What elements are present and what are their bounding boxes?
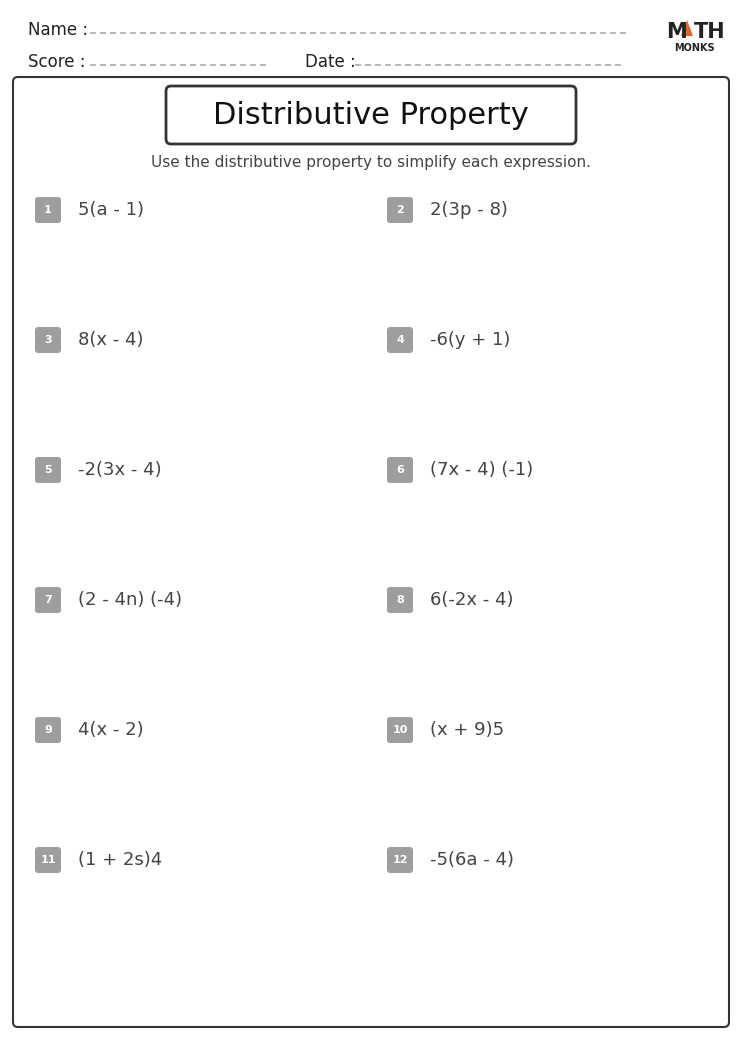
Text: 2(3p - 8): 2(3p - 8) [430,201,508,219]
Text: 5(a - 1): 5(a - 1) [78,201,144,219]
Text: 8: 8 [396,595,404,605]
FancyBboxPatch shape [387,197,413,223]
FancyBboxPatch shape [387,327,413,353]
Text: Name :: Name : [28,21,88,39]
FancyBboxPatch shape [35,197,61,223]
Text: (2 - 4n) (-4): (2 - 4n) (-4) [78,591,182,609]
Text: (7x - 4) (-1): (7x - 4) (-1) [430,461,533,479]
FancyBboxPatch shape [13,77,729,1027]
FancyBboxPatch shape [35,717,61,743]
FancyBboxPatch shape [166,86,576,144]
Text: Use the distributive property to simplify each expression.: Use the distributive property to simplif… [151,154,591,169]
FancyBboxPatch shape [35,847,61,873]
FancyBboxPatch shape [387,717,413,743]
Text: 3: 3 [45,335,52,345]
Text: 7: 7 [44,595,52,605]
Text: Score :: Score : [28,52,85,71]
Text: 12: 12 [393,855,408,865]
Text: -6(y + 1): -6(y + 1) [430,331,510,349]
Text: MONKS: MONKS [674,43,715,53]
Text: 4: 4 [396,335,404,345]
Text: 1: 1 [44,205,52,215]
Polygon shape [681,20,693,36]
Text: 6: 6 [396,465,404,475]
FancyBboxPatch shape [35,327,61,353]
Text: 2: 2 [396,205,404,215]
Text: 10: 10 [393,724,407,735]
Text: (1 + 2s)4: (1 + 2s)4 [78,850,162,869]
Text: 11: 11 [40,855,56,865]
Text: 9: 9 [44,724,52,735]
Text: M: M [666,22,687,42]
Text: 8(x - 4): 8(x - 4) [78,331,143,349]
FancyBboxPatch shape [387,587,413,613]
Text: (x + 9)5: (x + 9)5 [430,721,504,739]
Text: Date :: Date : [305,52,355,71]
FancyBboxPatch shape [35,457,61,483]
FancyBboxPatch shape [35,587,61,613]
Text: -2(3x - 4): -2(3x - 4) [78,461,162,479]
Text: 5: 5 [45,465,52,475]
Text: Distributive Property: Distributive Property [213,101,529,129]
Text: -5(6a - 4): -5(6a - 4) [430,850,514,869]
Text: TH: TH [694,22,726,42]
Text: 6(-2x - 4): 6(-2x - 4) [430,591,513,609]
FancyBboxPatch shape [387,847,413,873]
Text: 4(x - 2): 4(x - 2) [78,721,144,739]
FancyBboxPatch shape [387,457,413,483]
